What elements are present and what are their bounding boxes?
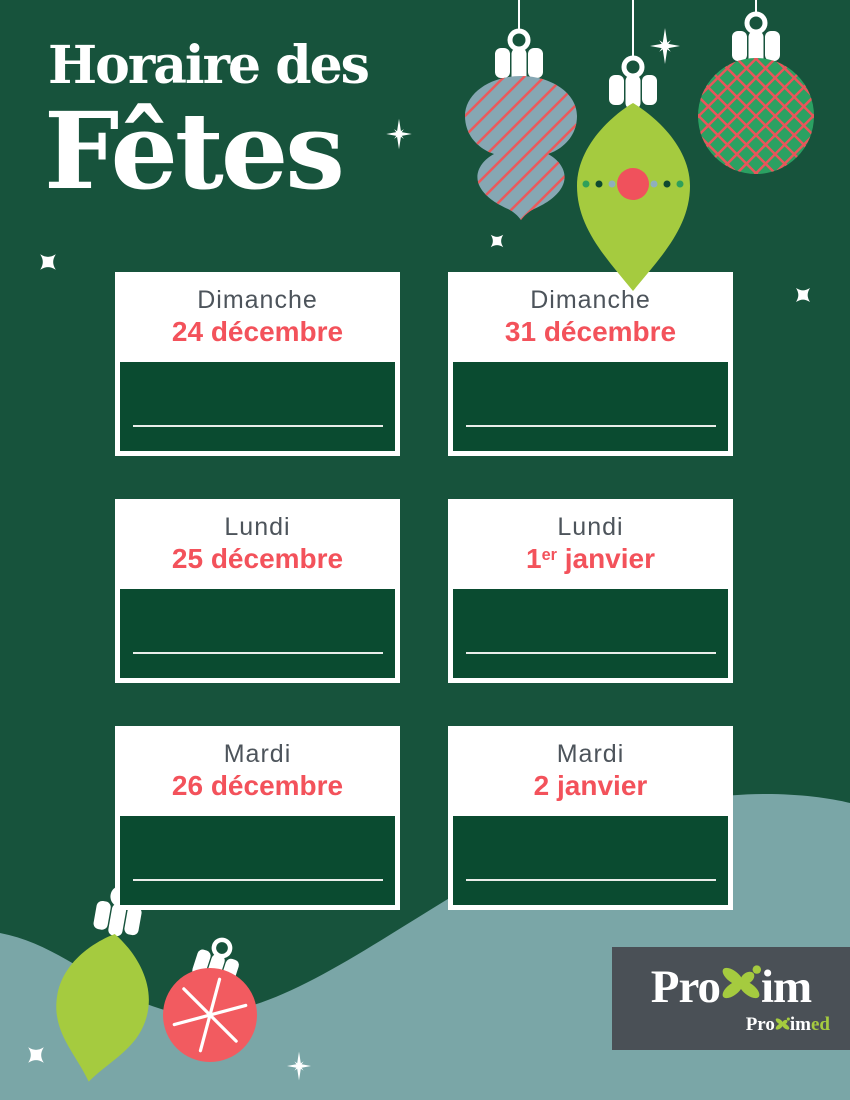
- page-title: Horaire des Fêtes: [44, 35, 370, 204]
- x-sparkle-icon: [788, 280, 818, 310]
- card-date-label: 2 janvier: [533, 770, 648, 801]
- bauble-ball-plaid-icon: [698, 14, 814, 174]
- logo-text-post: im: [761, 961, 812, 1013]
- bauble-ball-snowflake-icon: [163, 934, 257, 1062]
- schedule-card: Mardi 2 janvier: [448, 726, 733, 910]
- card-header: Dimanche 24 décembre: [120, 272, 395, 362]
- snowflake-icon: [172, 977, 248, 1053]
- sublogo-text-mid: im: [789, 1014, 811, 1035]
- hours-fill-line: [465, 879, 716, 881]
- schedule-card: Dimanche 31 décembre: [448, 272, 733, 456]
- card-date-label: 26 décembre: [171, 770, 344, 801]
- card-header: Mardi 2 janvier: [453, 726, 728, 816]
- hours-fill-line: [132, 879, 383, 881]
- sublogo-text-post: ed: [811, 1014, 830, 1035]
- proxim-x-icon: [722, 965, 762, 999]
- bauble-onion-striped-icon: [465, 31, 577, 220]
- schedule-card: Mardi 26 décembre: [115, 726, 400, 910]
- card-day-label: Lundi: [557, 513, 624, 541]
- x-sparkle-icon: [32, 246, 64, 278]
- card-hours-area: [120, 589, 395, 678]
- bauble-teardrop-icon: [577, 58, 690, 291]
- ornament-string: [518, 0, 757, 59]
- title-line-1: Horaire des: [48, 35, 370, 96]
- hours-fill-line: [465, 652, 716, 654]
- card-header: Lundi 25 décembre: [120, 499, 395, 589]
- proximed-logo: Pro im ed: [612, 1014, 850, 1036]
- hours-fill-line: [132, 652, 383, 654]
- proxim-x-icon: [775, 1017, 790, 1030]
- sparkle-icon: [650, 28, 680, 64]
- cards-grid: Dimanche 24 décembre Dimanche 31 décembr…: [115, 272, 733, 910]
- logo-text-pre: Pro: [650, 961, 721, 1013]
- card-day-label: Dimanche: [530, 286, 651, 314]
- card-date-label: 25 décembre: [171, 543, 344, 574]
- card-date-label: 1er janvier: [526, 543, 655, 574]
- proxim-logo: Pro im: [612, 961, 850, 1013]
- card-hours-area: [453, 816, 728, 905]
- card-header: Mardi 26 décembre: [120, 726, 395, 816]
- bauble-teardrop-small-icon: [56, 880, 149, 1082]
- card-day-label: Mardi: [556, 740, 625, 768]
- schedule-card: Dimanche 24 décembre: [115, 272, 400, 456]
- schedule-card: Lundi 25 décembre: [115, 499, 400, 683]
- card-header: Lundi 1er janvier: [453, 499, 728, 589]
- card-day-label: Dimanche: [197, 286, 318, 314]
- title-line-2: Fêtes: [44, 88, 345, 213]
- card-hours-area: [120, 362, 395, 451]
- sparkle-icon: [386, 118, 412, 150]
- hours-fill-line: [132, 425, 383, 427]
- card-hours-area: [120, 816, 395, 905]
- hours-fill-line: [465, 425, 716, 427]
- sparkle-icon: [287, 1051, 311, 1081]
- card-day-label: Lundi: [224, 513, 291, 541]
- card-hours-area: [453, 589, 728, 678]
- x-sparkle-icon: [20, 1039, 52, 1071]
- schedule-card: Lundi 1er janvier: [448, 499, 733, 683]
- card-date-label: 24 décembre: [171, 316, 344, 347]
- proxim-logo-box: Pro im Pro: [612, 947, 850, 1050]
- card-header: Dimanche 31 décembre: [453, 272, 728, 362]
- x-sparkle-icon: [484, 228, 510, 254]
- card-hours-area: [453, 362, 728, 451]
- card-day-label: Mardi: [223, 740, 292, 768]
- card-date-label: 31 décembre: [504, 316, 677, 347]
- sublogo-text-pre: Pro: [745, 1014, 775, 1035]
